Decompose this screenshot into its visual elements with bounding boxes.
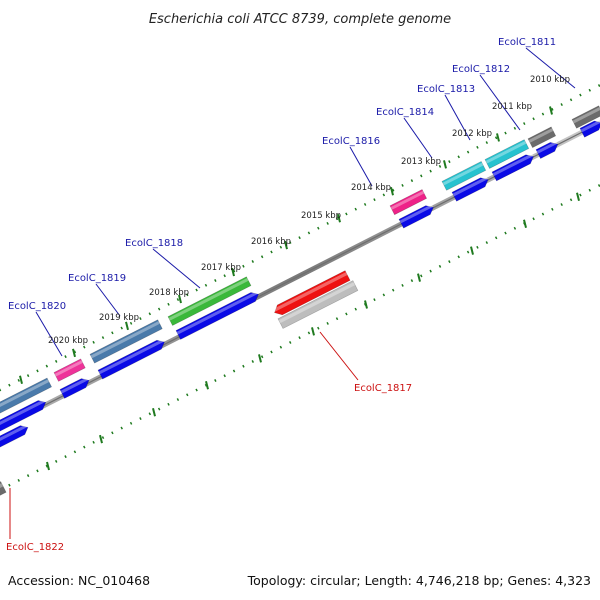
label-leader [479,74,521,131]
kbp-label: 2020 kbp [48,336,88,346]
gene-ecolc-1812[interactable] [484,139,530,169]
gene-label: EcolC_1819 [68,273,126,284]
inner-tick [46,461,50,471]
inner-tick [417,273,421,282]
inner-tick [364,300,368,309]
gene-ecolc-1821[interactable] [0,377,52,417]
gene-label: EcolC_1814 [376,107,434,118]
label-leader [152,248,201,289]
inner-scale [0,183,600,492]
inner-tick [576,192,580,202]
gene-ecolc-1822[interactable] [0,481,7,499]
outer-tick [390,187,394,196]
gene-label: EcolC_1812 [452,64,510,75]
accession-text: Accession: NC_010468 [8,573,151,588]
label-leader [349,146,373,187]
cds-arrow[interactable] [0,398,48,435]
outer-tick [72,348,76,358]
inner-tick [152,407,156,417]
kbp-label: 2015 kbp [301,211,341,221]
outer-tick [178,294,182,304]
cds-arrow[interactable] [59,376,91,399]
kbp-label: 2014 kbp [351,183,391,193]
gene-ecolc-1812-grey[interactable] [527,126,557,149]
outer-scale [0,83,600,392]
kbp-label: 2017 kbp [201,263,241,273]
topology-text: Topology: circular; Length: 4,746,218 bp… [247,573,591,588]
gene-label: EcolC_1822 [6,542,64,553]
outer-tick [496,133,500,142]
inner-tick [258,354,262,363]
label-leader [319,331,359,381]
kbp-label: 2016 kbp [251,237,291,247]
gene-features [0,105,600,499]
cds-arrow[interactable] [398,203,436,229]
gene-ecolc-1813[interactable] [441,161,487,191]
outer-tick [549,106,553,115]
gene-ecolc-1816[interactable] [389,189,428,216]
outer-tick [443,160,447,169]
label-leader [444,94,471,141]
gene-label: EcolC_1818 [125,238,183,249]
kbp-label: 2012 kbp [452,129,492,139]
kbp-label: 2018 kbp [149,288,189,298]
cds-arrow[interactable] [579,118,600,138]
map-title: Escherichia coli ATCC 8739, complete gen… [149,12,451,27]
gene-label: EcolC_1813 [417,84,475,95]
cds-arrow[interactable] [451,175,490,202]
inner-tick [205,381,209,390]
gene-label: EcolC_1811 [498,37,556,48]
outer-tick [337,213,341,223]
label-leader [525,47,576,89]
cds-arrow[interactable] [97,338,167,380]
gene-ecolc-1820[interactable] [53,358,86,382]
label-leader [403,117,433,159]
gene-label: EcolC_1816 [322,136,380,147]
gene-ecolc-1811[interactable] [571,105,600,129]
outer-tick [284,240,288,250]
cds-arrow[interactable] [0,423,30,451]
gene-label: EcolC_1820 [8,301,66,312]
outer-tick [125,321,129,331]
outer-tick [19,375,23,385]
cds-arrow[interactable] [175,290,261,340]
inner-tick [523,219,527,228]
cds-arrow[interactable] [491,152,536,182]
label-leader [95,283,121,317]
gene-ecolc-1817-grey[interactable] [277,280,359,329]
gene-ecolc-1818[interactable] [167,276,252,326]
kbp-label: 2019 kbp [99,313,139,323]
gene-labels: EcolC_1811 EcolC_1812 EcolC_1813 EcolC_1814… [6,37,576,553]
major-ticks [19,106,580,471]
cds-arrow[interactable] [535,140,560,159]
gene-label: EcolC_1817 [354,383,412,394]
inner-tick [99,434,103,444]
label-leader [35,311,63,357]
kbp-label: 2010 kbp [530,75,570,85]
kbp-label: 2013 kbp [401,157,441,167]
outer-tick [231,267,235,277]
inner-tick [311,327,315,336]
gene-ecolc-1817[interactable] [272,270,351,318]
inner-tick [470,246,474,255]
gene-ecolc-1819[interactable] [89,319,163,364]
kbp-labels: 2010 kbp 2011 kbp 2012 kbp 2013 kbp 2014 kbp… [48,75,570,346]
kbp-label: 2011 kbp [492,102,532,112]
